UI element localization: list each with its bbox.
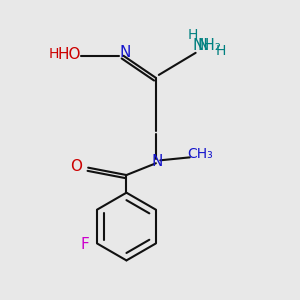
Text: NH₂: NH₂ [193,38,222,53]
Text: H: H [49,47,59,61]
Text: H: H [215,44,226,58]
Text: N: N [119,45,131,60]
Text: O: O [70,159,83,174]
Text: H: H [188,28,198,42]
Text: F: F [81,238,90,253]
Text: HO: HO [57,47,81,62]
Text: N: N [152,154,163,169]
Text: N: N [197,38,209,53]
Text: CH₃: CH₃ [187,147,213,161]
